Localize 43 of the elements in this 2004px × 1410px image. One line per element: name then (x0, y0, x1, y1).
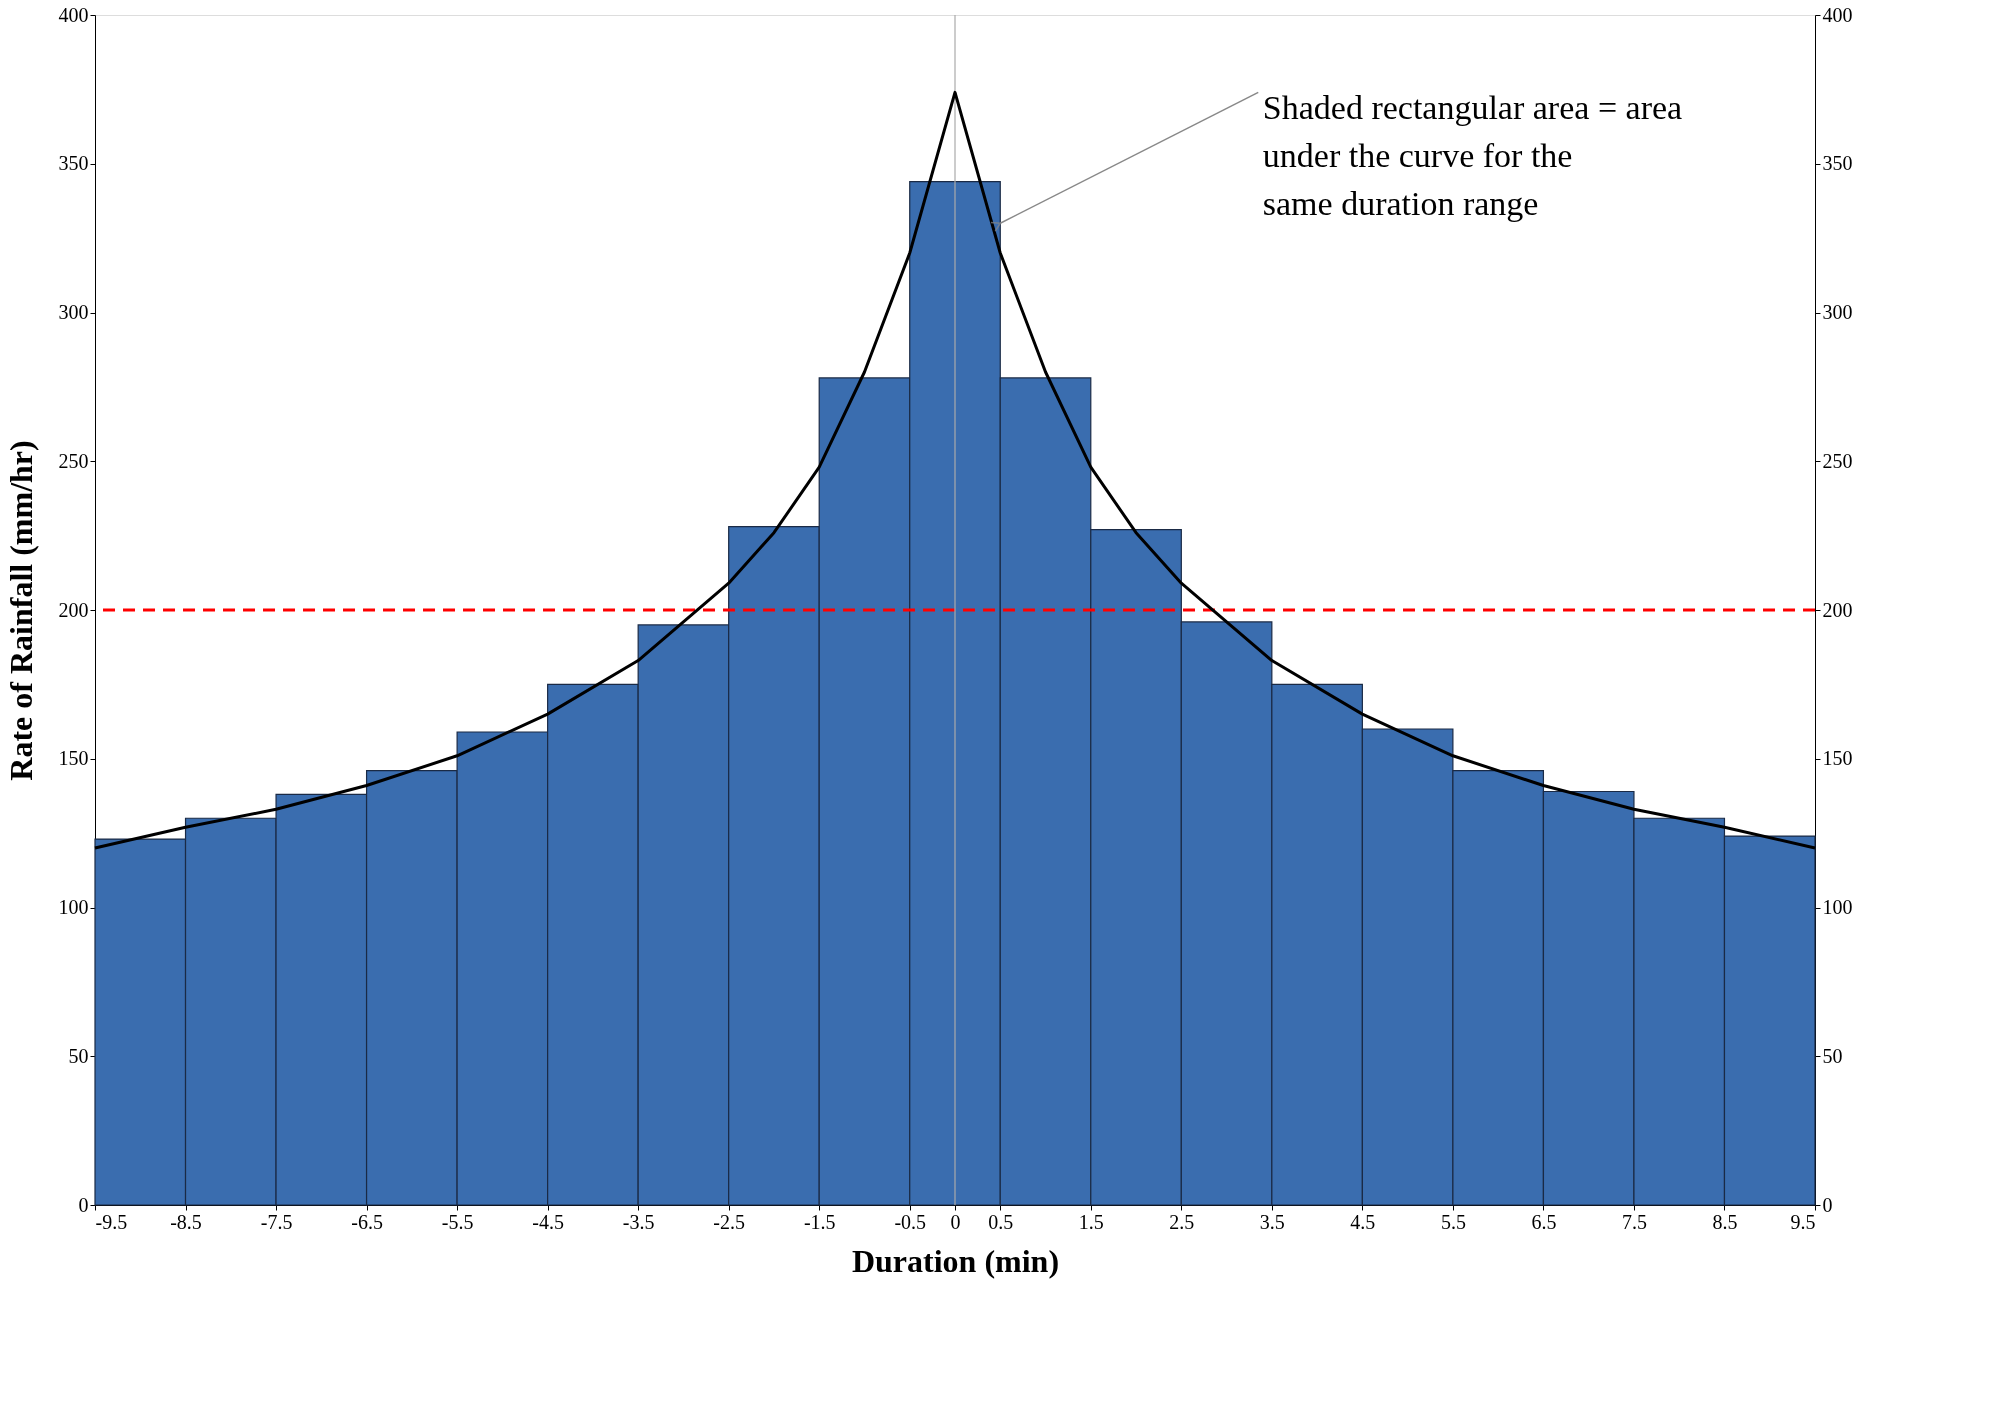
x-tick-label: 3.5 (1259, 1210, 1285, 1233)
x-tick-label: 2.5 (1169, 1210, 1195, 1233)
x-tick-label: -9.5 (95, 1210, 128, 1233)
x-tick-label: -5.5 (441, 1210, 474, 1233)
y2-tick-label: 250 (1822, 449, 1853, 472)
y2-tick-label: 50 (1822, 1044, 1843, 1067)
x-tick-label: 1.5 (1078, 1210, 1104, 1233)
x-tick-label: 0 (950, 1210, 961, 1233)
y-tick-label: 150 (58, 747, 89, 770)
y2-tick-label: 300 (1822, 301, 1853, 323)
y2-tick-label: 100 (1822, 896, 1853, 918)
x-tick-label: -8.5 (170, 1210, 202, 1233)
x-axis-title: Duration (min) (851, 1242, 1060, 1279)
y2-tick-label: 400 (1822, 3, 1853, 26)
x-tick-label: -7.5 (260, 1210, 293, 1233)
x-tick-label: 0.5 (988, 1210, 1014, 1233)
x-tick-label: 4.5 (1350, 1210, 1376, 1233)
x-tick-label: -1.5 (803, 1210, 836, 1233)
y-tick-label: 50 (68, 1044, 89, 1067)
x-tick-label: 7.5 (1621, 1210, 1647, 1233)
x-tick-label: 8.5 (1712, 1210, 1738, 1233)
x-tick-label: -0.5 (894, 1210, 927, 1233)
y-tick-label: 350 (58, 152, 89, 175)
line-series (93, 90, 1817, 850)
x-tick-label: -6.5 (351, 1210, 383, 1233)
y-tick-label: 400 (58, 3, 89, 26)
annotation: Shaded rectangular area = area under the curve for the same duration range (1262, 89, 1683, 223)
y2-tick-label: 350 (1822, 152, 1853, 175)
x-tick-label: 5.5 (1440, 1210, 1466, 1233)
y-tick-label: 100 (58, 896, 89, 918)
x-tick-label: 9.5 (1790, 1210, 1816, 1233)
y2-tick-label: 200 (1822, 598, 1853, 621)
x-tick-label: 6.5 (1531, 1210, 1557, 1233)
y-axis-title: Rate of Rainfall (mm/hr) (2, 440, 39, 781)
y-tick-label: 300 (58, 301, 89, 323)
x-tick-label: -3.5 (622, 1210, 655, 1233)
y2-tick-label: 0 (1822, 1193, 1833, 1216)
x-tick-label: -2.5 (713, 1210, 746, 1233)
y-tick-label: 200 (58, 598, 89, 621)
y-tick-label: 250 (58, 449, 89, 472)
y2-tick-label: 150 (1822, 747, 1853, 770)
y-tick-label: 0 (78, 1193, 89, 1216)
x-tick-label: -4.5 (532, 1210, 564, 1233)
